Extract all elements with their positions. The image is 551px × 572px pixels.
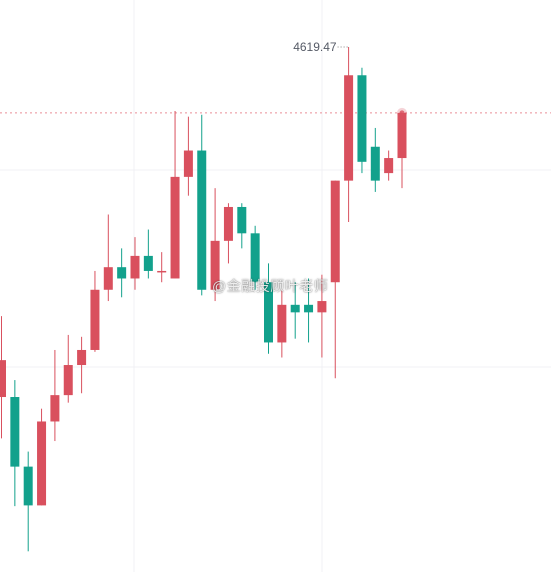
candle-body-up <box>183 150 193 177</box>
candle-body-up <box>90 289 100 350</box>
candle-body-down <box>237 206 247 234</box>
candle-body-down <box>23 466 33 506</box>
max-price-label: 4619.47 <box>293 40 337 54</box>
candle-body-down <box>197 150 207 290</box>
candle-body-up <box>37 421 47 506</box>
last-price-dot <box>399 110 405 116</box>
candle-body-up <box>317 301 327 313</box>
candle-body-up <box>170 176 180 279</box>
candle-body-up <box>397 112 407 159</box>
candle-body-up <box>277 304 287 343</box>
candle-body-up <box>103 267 113 290</box>
candle-body-up <box>210 240 220 290</box>
candle-body-down <box>264 282 273 343</box>
candle-body-up <box>0 360 6 398</box>
candle-body-up <box>330 180 340 283</box>
candle-body-up <box>130 255 140 279</box>
candle-body-up <box>77 349 87 366</box>
candle-body-down <box>304 304 314 313</box>
candle-body-down <box>117 267 127 279</box>
candle-body-down <box>290 304 300 313</box>
candle-body-up <box>384 158 394 174</box>
candle-body-down <box>357 75 367 162</box>
candle-body-down <box>143 255 153 271</box>
watermark-text: @金融投顾叶老师 <box>212 278 329 294</box>
candle-body-down <box>250 233 260 283</box>
candle-body-up <box>344 75 354 181</box>
candle-body-down <box>10 397 20 467</box>
candle-body-down <box>370 146 380 181</box>
candle-body-up <box>223 206 233 241</box>
candle-body-up <box>157 270 167 273</box>
candle-body-up <box>50 395 60 422</box>
candle-body-up <box>63 365 73 396</box>
